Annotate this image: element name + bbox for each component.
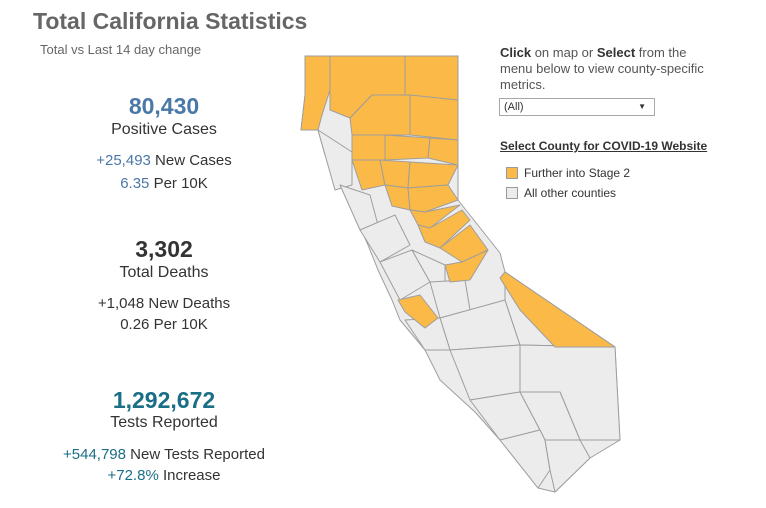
- county-stage2[interactable]: [417, 209, 471, 249]
- new-deaths-line: +1,048 New Deaths: [4, 295, 324, 312]
- page-title: Total California Statistics: [33, 8, 308, 34]
- county-stage2[interactable]: [407, 184, 459, 213]
- county-stage2[interactable]: [397, 294, 439, 329]
- cases-per-10k-label: Per 10K: [153, 175, 208, 192]
- tests-increase-label: Increase: [162, 467, 221, 484]
- county-other[interactable]: [317, 129, 353, 191]
- cases-per-10k-line: 6.35 Per 10K: [4, 175, 324, 192]
- other-swatch-icon: [506, 186, 518, 199]
- stage2-counties[interactable]: [300, 55, 616, 348]
- instr-rest: from the menu below to view county-speci…: [500, 45, 704, 92]
- positive-cases-total: 80,430: [128, 93, 200, 119]
- county-stage2[interactable]: [384, 134, 431, 161]
- new-cases-value: +25,493: [96, 152, 151, 169]
- tests-reported-total: 1,292,672: [112, 387, 216, 413]
- map-instructions: Click on map or Select from the menu bel…: [500, 45, 705, 93]
- stage2-swatch-icon: [506, 166, 518, 179]
- county-stage2[interactable]: [409, 94, 459, 141]
- dropdown-caret-icon: ▼: [638, 102, 646, 111]
- tests-reported-label: Tests Reported: [110, 414, 218, 431]
- page-subtitle: Total vs Last 14 day change: [40, 42, 202, 57]
- county-stage2[interactable]: [404, 55, 459, 101]
- total-deaths-label: Total Deaths: [119, 264, 209, 281]
- legend-item-other[interactable]: All other counties: [506, 185, 616, 200]
- total-deaths-value: 3,302: [135, 236, 193, 262]
- instr-mid: on map or: [531, 45, 597, 60]
- instr-select-word: Select: [596, 45, 636, 60]
- deaths-per-10k-label: Per 10K: [153, 316, 208, 333]
- county-other[interactable]: [359, 214, 411, 263]
- county-other[interactable]: [544, 439, 591, 493]
- new-cases-label: New Cases: [155, 152, 232, 169]
- new-deaths-value: +1,048: [97, 295, 145, 312]
- county-select-dropdown[interactable]: (All) ▼: [499, 98, 655, 116]
- county-stage2[interactable]: [409, 204, 461, 229]
- legend-label-other: All other counties: [524, 185, 617, 200]
- covid-website-link[interactable]: Select County for COVID-19 Website: [500, 139, 708, 153]
- legend-label-stage2: Further into Stage 2: [524, 165, 631, 180]
- positive-cases-label: Positive Cases: [111, 121, 217, 138]
- instr-click-word: Click: [500, 45, 532, 60]
- dropdown-value: (All): [504, 101, 524, 113]
- new-deaths-label: New Deaths: [148, 295, 231, 312]
- deaths-per-10k-line: 0.26 Per 10K: [4, 316, 324, 333]
- deaths-per-10k-value: 0.26: [120, 316, 150, 333]
- tests-increase-value: +72.8%: [107, 467, 159, 484]
- cases-per-10k-value: 6.35: [120, 175, 150, 192]
- new-tests-label: New Tests Reported: [130, 446, 265, 463]
- legend-item-stage2[interactable]: Further into Stage 2: [506, 165, 630, 180]
- new-cases-line: +25,493 New Cases: [4, 152, 324, 169]
- county-stage2[interactable]: [379, 159, 411, 189]
- new-tests-value: +544,798: [63, 446, 126, 463]
- county-stage2[interactable]: [351, 134, 386, 161]
- tests-increase-line: +72.8% Increase: [4, 467, 324, 484]
- new-tests-line: +544,798 New Tests Reported: [4, 446, 324, 463]
- county-stage2[interactable]: [499, 271, 616, 348]
- county-stage2[interactable]: [444, 249, 489, 283]
- county-other[interactable]: [499, 429, 551, 489]
